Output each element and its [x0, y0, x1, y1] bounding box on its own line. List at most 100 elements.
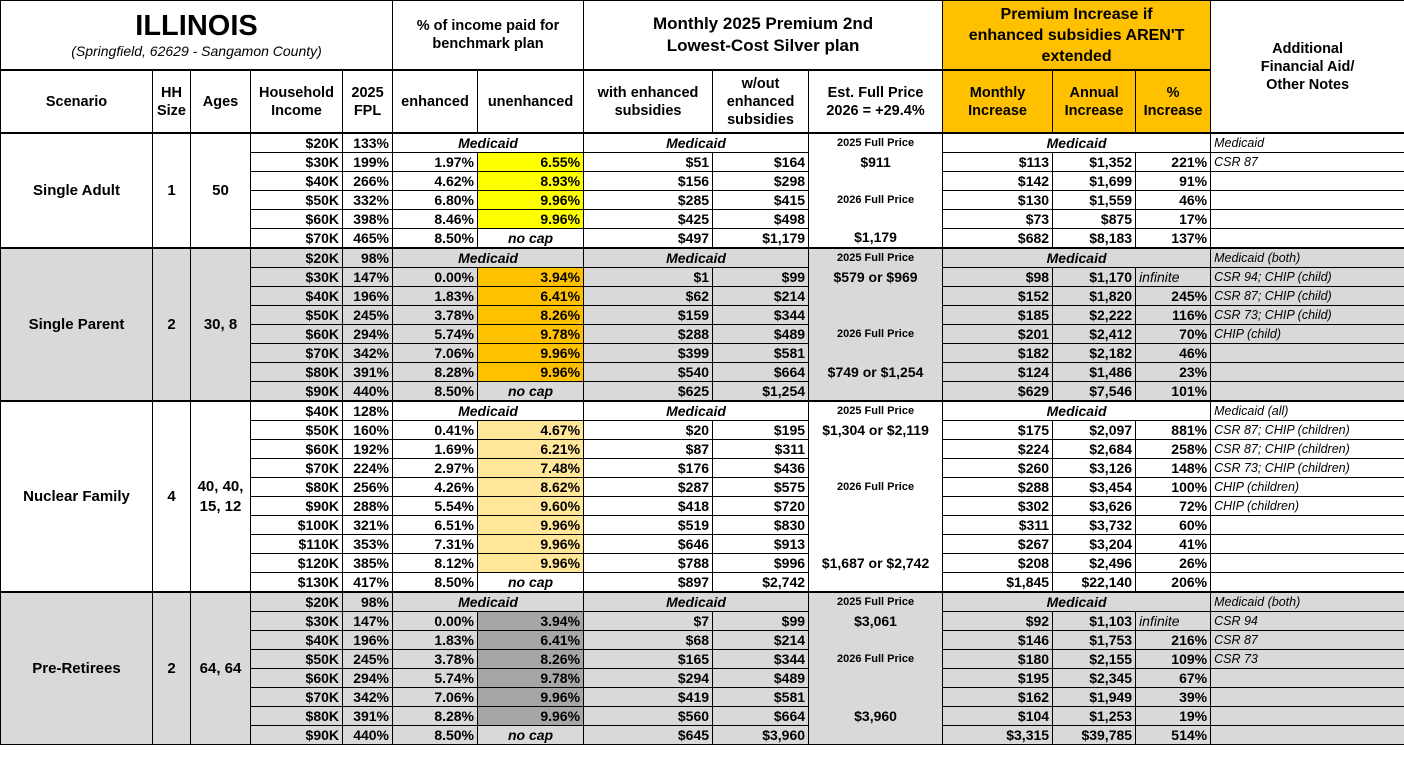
annual-increase-cell: $2,345: [1052, 668, 1137, 688]
income-cell: $70K: [250, 228, 343, 249]
est-full-price-cell: [808, 668, 944, 688]
enhanced-pct-cell: 7.06%: [392, 687, 479, 707]
with-enhanced-cell: $20: [583, 420, 714, 440]
pct-increase-cell: infinite: [1135, 267, 1212, 287]
monthly-increase-cell: $104: [942, 706, 1054, 726]
ages-cell: 64, 64: [190, 591, 251, 745]
unenhanced-pct-cell: 8.62%: [477, 477, 585, 497]
fpl-cell: 128%: [341, 400, 394, 421]
enhanced-pct-cell: 1.97%: [392, 152, 479, 172]
income-cell: $70K: [250, 343, 343, 363]
income-cell: $50K: [250, 420, 343, 440]
fpl-cell: 353%: [341, 534, 394, 554]
scenario-cell: Pre-Retirees: [0, 591, 153, 745]
annual-increase-cell: $3,626: [1052, 496, 1137, 516]
est-full-price-cell: [808, 534, 944, 554]
notes-header: Additional Financial Aid/ Other Notes: [1210, 0, 1404, 134]
est-full-price-cell: 2025 Full Price: [808, 132, 944, 153]
est-full-price-cell: 2026 Full Price: [808, 477, 944, 497]
notes-cell: [1210, 706, 1404, 726]
enhanced-pct-cell: 8.28%: [392, 362, 479, 382]
state-title-cell: ILLINOIS (Springfield, 62629 - Sangamon …: [0, 0, 394, 71]
notes-cell: [1210, 228, 1404, 249]
annual-increase-cell: $3,732: [1052, 515, 1137, 535]
without-enhanced-cell: $214: [712, 630, 810, 650]
income-cell: $100K: [250, 515, 343, 535]
with-enhanced-cell: $788: [583, 553, 714, 573]
annual-increase-cell: $39,785: [1052, 725, 1137, 745]
with-enhanced-cell: $560: [583, 706, 714, 726]
income-cell: $60K: [250, 209, 343, 229]
income-cell: $80K: [250, 477, 343, 497]
enhanced-pct-cell: 8.46%: [392, 209, 479, 229]
annual-increase-cell: $1,559: [1052, 190, 1137, 210]
annual-increase-cell: $3,454: [1052, 477, 1137, 497]
with-enhanced-cell: $425: [583, 209, 714, 229]
income-cell: $70K: [250, 687, 343, 707]
est-full-price-cell: [808, 209, 944, 229]
annual-increase-cell: $2,182: [1052, 343, 1137, 363]
annual-increase-cell: $2,496: [1052, 553, 1137, 573]
fpl-cell: 294%: [341, 668, 394, 688]
income-cell: $110K: [250, 534, 343, 554]
fpl-cell: 224%: [341, 458, 394, 478]
table-row: $70K 342% 7.06% 9.96% $399 $581 $182 $2,182 46%: [0, 343, 1404, 363]
enhanced-pct-cell: 5.74%: [392, 324, 479, 344]
with-enhanced-cell: $51: [583, 152, 714, 172]
fpl-cell: 192%: [341, 439, 394, 459]
est-full-price-cell: [808, 458, 944, 478]
est-full-price-cell: 2025 Full Price: [808, 591, 944, 612]
pct-increase-cell: 109%: [1135, 649, 1212, 669]
enhanced-pct-cell: 0.00%: [392, 267, 479, 287]
table-row: Single Adult 1 50 $20K 133% Medicaid Medicaid 2…: [0, 132, 1404, 249]
pct-income-medicaid: Medicaid: [392, 132, 585, 153]
est-full-price-cell: $579 or $969: [808, 267, 944, 287]
enhanced-pct-cell: 5.74%: [392, 668, 479, 688]
pct-increase-cell: 258%: [1135, 439, 1212, 459]
pct-increase-cell: 46%: [1135, 343, 1212, 363]
annual-increase-cell: $1,820: [1052, 286, 1137, 306]
monthly-increase-cell: $201: [942, 324, 1054, 344]
fpl-cell: 391%: [341, 706, 394, 726]
income-cell: $40K: [250, 630, 343, 650]
est-full-price-cell: [808, 687, 944, 707]
annual-increase-cell: $2,222: [1052, 305, 1137, 325]
est-full-price-cell: [808, 496, 944, 516]
fpl-cell: 98%: [341, 247, 394, 268]
monthly-increase-cell: $152: [942, 286, 1054, 306]
est-full-price-cell: [808, 439, 944, 459]
notes-cell: [1210, 362, 1404, 382]
enhanced-pct-cell: 8.50%: [392, 725, 479, 745]
monthly-increase-cell: $130: [942, 190, 1054, 210]
annual-increase-cell: $8,183: [1052, 228, 1137, 249]
with-enhanced-cell: $288: [583, 324, 714, 344]
notes-cell: CSR 94; CHIP (child): [1210, 267, 1404, 287]
income-cell: $70K: [250, 458, 343, 478]
without-enhanced-cell: $913: [712, 534, 810, 554]
pct-increase-cell: 100%: [1135, 477, 1212, 497]
enhanced-pct-cell: 8.12%: [392, 553, 479, 573]
fpl-cell: 294%: [341, 324, 394, 344]
unenhanced-pct-cell: 9.96%: [477, 553, 585, 573]
notes-cell: CSR 87; CHIP (children): [1210, 420, 1404, 440]
with-enhanced-cell: $419: [583, 687, 714, 707]
pct-increase-cell: 72%: [1135, 496, 1212, 516]
with-enhanced-cell: $294: [583, 668, 714, 688]
annual-increase-cell: $1,699: [1052, 171, 1137, 191]
annual-increase-cell: $7,546: [1052, 381, 1137, 402]
with-enhanced-cell: $497: [583, 228, 714, 249]
fpl-cell: 133%: [341, 132, 394, 153]
notes-cell: CSR 87; CHIP (children): [1210, 439, 1404, 459]
pct-increase-cell: 19%: [1135, 706, 1212, 726]
income-cell: $40K: [250, 171, 343, 191]
unenhanced-pct-cell: 9.96%: [477, 190, 585, 210]
fpl-cell: 245%: [341, 305, 394, 325]
enhanced-pct-cell: 3.78%: [392, 305, 479, 325]
table-row: $120K 385% 8.12% 9.96% $788 $996 $1,687 or $2,…: [0, 553, 1404, 573]
est-full-price-cell: [808, 572, 944, 593]
monthly-increase-cell: $162: [942, 687, 1054, 707]
state-title: ILLINOIS: [135, 10, 258, 42]
without-enhanced-cell: $720: [712, 496, 810, 516]
table-row: $100K 321% 6.51% 9.96% $519 $830 $311 $3,732 60%: [0, 515, 1404, 535]
monthly-increase-cell: $260: [942, 458, 1054, 478]
